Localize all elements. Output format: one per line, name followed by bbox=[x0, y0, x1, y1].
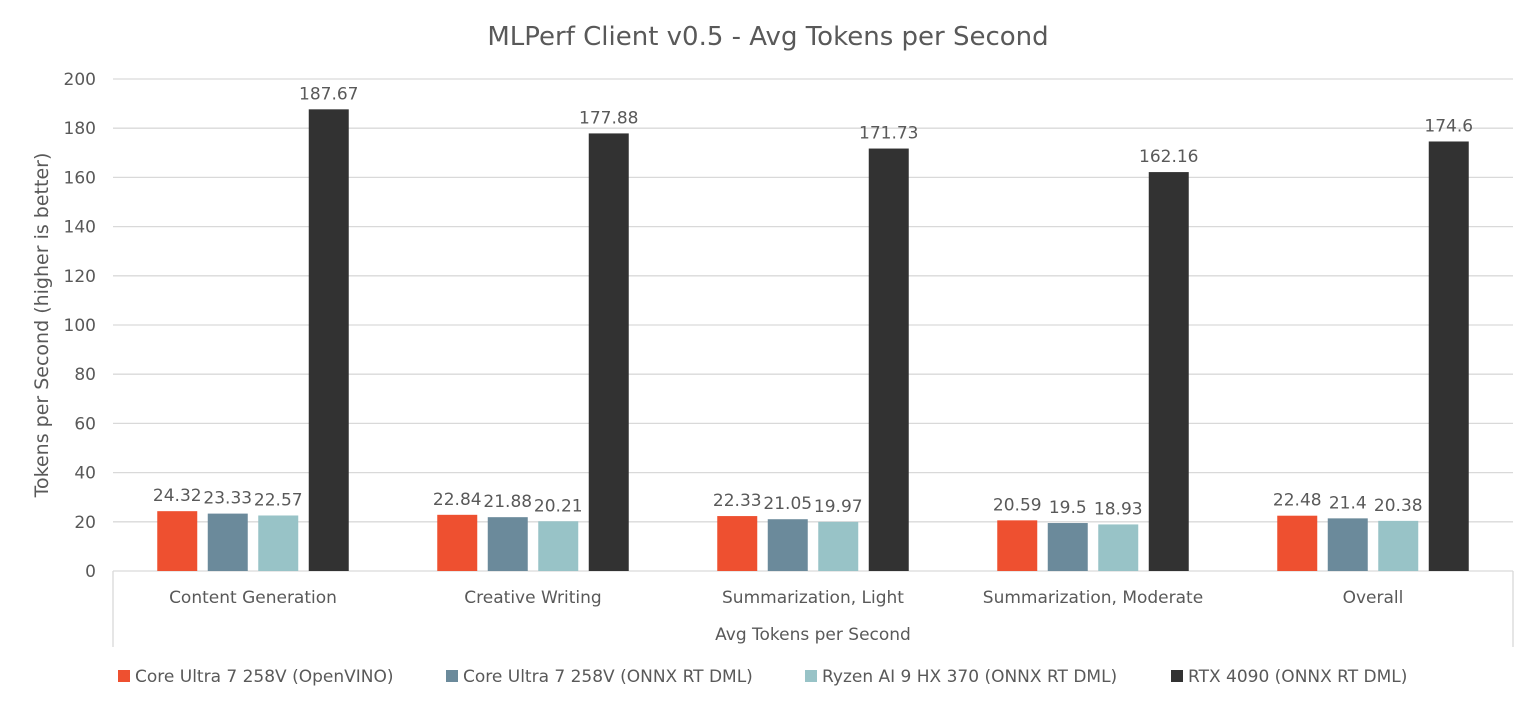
data-label: 19.97 bbox=[814, 497, 863, 517]
data-label: 177.88 bbox=[579, 108, 638, 128]
data-label: 174.6 bbox=[1424, 116, 1473, 136]
bar bbox=[308, 109, 349, 572]
bar bbox=[717, 516, 758, 571]
data-label: 18.93 bbox=[1094, 499, 1143, 519]
legend-label: Core Ultra 7 258V (OpenVINO) bbox=[135, 667, 394, 687]
x-tick-label: Summarization, Light bbox=[722, 588, 904, 608]
bar bbox=[588, 133, 629, 571]
y-tick-label: 120 bbox=[64, 267, 96, 287]
bar bbox=[1277, 515, 1318, 571]
data-label: 24.32 bbox=[153, 486, 202, 506]
legend-label: RTX 4090 (ONNX RT DML) bbox=[1188, 667, 1407, 687]
bar bbox=[207, 513, 248, 571]
y-axis-label: Tokens per Second (higher is better) bbox=[31, 153, 53, 499]
y-tick-label: 40 bbox=[74, 464, 96, 484]
x-tick-label: Overall bbox=[1343, 588, 1404, 608]
bar bbox=[538, 521, 579, 571]
y-tick-label: 80 bbox=[74, 365, 96, 385]
data-label: 162.16 bbox=[1139, 147, 1198, 167]
data-label: 20.59 bbox=[993, 495, 1042, 515]
legend-swatch bbox=[805, 670, 817, 682]
x-tick-label: Content Generation bbox=[169, 588, 337, 608]
legend-swatch bbox=[1171, 670, 1183, 682]
y-tick-label: 0 bbox=[85, 562, 96, 582]
data-label: 23.33 bbox=[203, 489, 252, 509]
bar bbox=[437, 514, 478, 571]
data-label: 22.57 bbox=[254, 490, 303, 510]
data-label: 22.33 bbox=[713, 491, 762, 511]
data-label: 22.48 bbox=[1273, 491, 1322, 511]
y-tick-label: 20 bbox=[74, 513, 96, 533]
legend-swatch bbox=[446, 670, 458, 682]
x-axis-label: Avg Tokens per Second bbox=[715, 625, 911, 645]
y-tick-label: 200 bbox=[64, 70, 96, 90]
bar bbox=[1327, 518, 1368, 571]
x-tick-label: Creative Writing bbox=[464, 588, 601, 608]
data-label: 20.38 bbox=[1374, 496, 1423, 516]
data-label: 171.73 bbox=[859, 124, 918, 144]
bar bbox=[1047, 523, 1088, 571]
bar bbox=[1378, 520, 1419, 571]
bar bbox=[1098, 524, 1139, 571]
y-tick-label: 160 bbox=[64, 168, 96, 188]
data-label: 21.4 bbox=[1329, 493, 1367, 513]
y-tick-label: 100 bbox=[64, 316, 96, 336]
x-tick-label: Summarization, Moderate bbox=[983, 588, 1203, 608]
legend-swatch bbox=[118, 670, 130, 682]
bar bbox=[818, 521, 859, 571]
bar bbox=[997, 520, 1038, 571]
data-label: 21.88 bbox=[483, 492, 532, 512]
data-label: 22.84 bbox=[433, 490, 482, 510]
bar bbox=[157, 511, 198, 571]
bar bbox=[258, 515, 299, 571]
chart-title: MLPerf Client v0.5 - Avg Tokens per Seco… bbox=[487, 22, 1048, 52]
data-label: 187.67 bbox=[299, 84, 358, 104]
data-label: 21.05 bbox=[763, 494, 812, 514]
legend-label: Core Ultra 7 258V (ONNX RT DML) bbox=[463, 667, 753, 687]
data-label: 20.21 bbox=[534, 496, 583, 516]
bar bbox=[1148, 172, 1189, 571]
y-tick-label: 60 bbox=[74, 414, 96, 434]
y-tick-label: 180 bbox=[64, 119, 96, 139]
legend-label: Ryzen AI 9 HX 370 (ONNX RT DML) bbox=[822, 667, 1117, 687]
bar bbox=[1428, 141, 1469, 571]
y-tick-label: 140 bbox=[64, 218, 96, 238]
bar bbox=[487, 517, 528, 571]
bar bbox=[868, 148, 909, 572]
data-label: 19.5 bbox=[1049, 498, 1087, 518]
bar bbox=[767, 519, 808, 571]
